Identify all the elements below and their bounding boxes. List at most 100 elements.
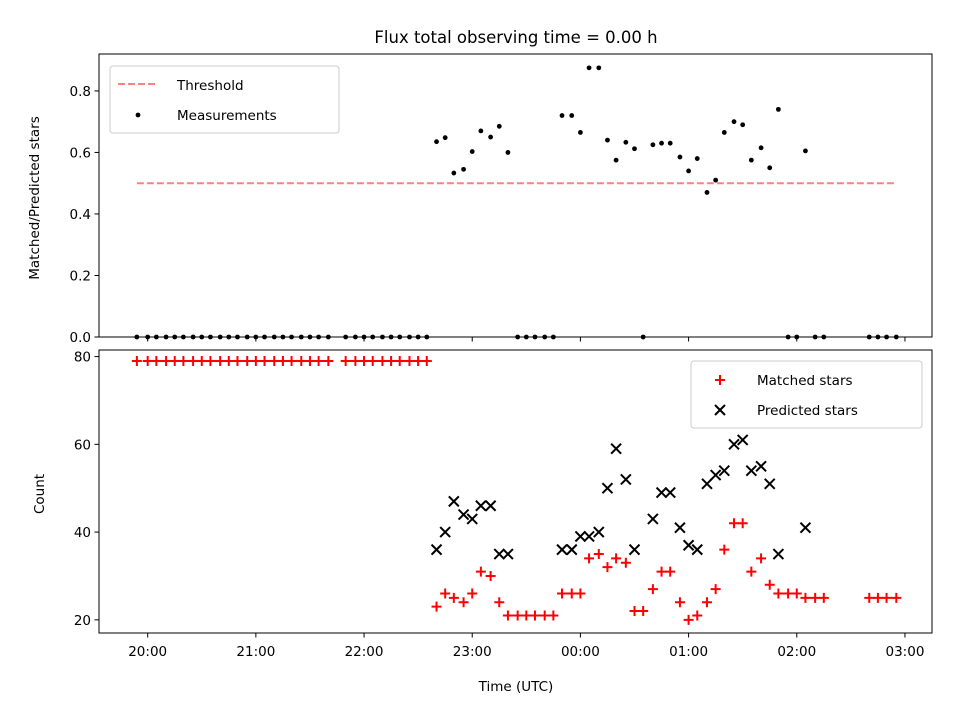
measurement-point bbox=[731, 119, 737, 125]
matched-point bbox=[277, 355, 288, 366]
measurement-point bbox=[523, 334, 529, 340]
predicted-point bbox=[682, 539, 695, 551]
matched-point bbox=[620, 557, 631, 568]
measurement-point bbox=[172, 334, 178, 340]
matched-point bbox=[665, 566, 676, 577]
predicted-point bbox=[647, 513, 659, 525]
measurement-point bbox=[713, 177, 719, 183]
predicted-point bbox=[655, 486, 668, 499]
xtick-label: 01:00 bbox=[669, 644, 708, 660]
measurement-point bbox=[505, 150, 511, 155]
matched-point bbox=[729, 518, 740, 529]
measurement-point bbox=[775, 106, 781, 112]
measurement-point bbox=[515, 334, 521, 340]
top-legend: Threshold Measurements bbox=[109, 65, 340, 134]
measurement-point bbox=[208, 334, 213, 340]
predicted-point bbox=[610, 443, 622, 455]
measurement-point bbox=[163, 334, 169, 340]
matched-point bbox=[205, 355, 216, 366]
measurement-point bbox=[632, 146, 637, 152]
matched-point bbox=[313, 355, 324, 366]
predicted-point bbox=[701, 478, 713, 490]
measurement-point bbox=[145, 334, 151, 340]
matched-point bbox=[818, 592, 829, 603]
legend-predicted-swatch bbox=[714, 404, 726, 416]
matched-point bbox=[575, 588, 586, 599]
measurement-point bbox=[875, 334, 881, 340]
measurement-point bbox=[217, 334, 223, 340]
measurement-point bbox=[325, 334, 331, 340]
measurement-point bbox=[596, 65, 602, 71]
measurement-point bbox=[280, 334, 286, 340]
legend-matched-label: Matched stars bbox=[757, 373, 853, 389]
measurement-point bbox=[677, 154, 683, 160]
top-ytick-label: 0.8 bbox=[70, 84, 91, 100]
measurement-point bbox=[226, 334, 232, 340]
predicted-point bbox=[674, 521, 686, 534]
xtick-label: 02:00 bbox=[777, 644, 816, 660]
measurement-point bbox=[298, 334, 304, 340]
measurement-point bbox=[415, 334, 421, 340]
matched-point bbox=[448, 592, 459, 603]
predicted-point bbox=[439, 526, 451, 538]
matched-point bbox=[529, 610, 540, 621]
matched-point bbox=[131, 355, 142, 366]
measurement-point bbox=[812, 334, 818, 340]
predicted-point bbox=[718, 464, 730, 477]
matched-point bbox=[269, 355, 280, 366]
measurement-point bbox=[803, 148, 808, 154]
matched-point bbox=[467, 588, 478, 599]
predicted-point bbox=[664, 486, 676, 499]
matched-point bbox=[215, 355, 226, 366]
predicted-point bbox=[691, 543, 703, 556]
top-ytick-label: 0.6 bbox=[70, 145, 91, 161]
measurement-point bbox=[785, 334, 791, 340]
measurement-point bbox=[134, 334, 140, 340]
matched-point bbox=[359, 355, 370, 366]
predicted-point bbox=[628, 543, 641, 556]
predicted-point bbox=[764, 478, 776, 490]
predicted-point bbox=[755, 460, 767, 472]
matched-point bbox=[638, 606, 649, 617]
measurement-point bbox=[542, 334, 548, 340]
matched-point bbox=[602, 562, 613, 573]
matched-point bbox=[188, 355, 199, 366]
matched-point bbox=[872, 592, 883, 603]
predicted-point bbox=[493, 548, 505, 560]
measurement-point bbox=[478, 128, 484, 134]
matched-point bbox=[475, 566, 486, 577]
measurement-point bbox=[271, 334, 277, 340]
matched-point bbox=[494, 597, 505, 608]
matched-point bbox=[386, 355, 397, 366]
predicted-point bbox=[745, 464, 758, 477]
matched-point bbox=[557, 588, 568, 599]
predicted-point bbox=[736, 434, 749, 446]
measurement-point bbox=[748, 157, 754, 163]
measurement-point bbox=[586, 65, 592, 71]
bottom-ytick-label: 80 bbox=[74, 350, 91, 366]
matched-point bbox=[701, 597, 712, 608]
measurement-point bbox=[180, 334, 186, 340]
predicted-point bbox=[799, 521, 812, 534]
predicted-point bbox=[772, 548, 785, 560]
matched-point bbox=[196, 355, 207, 366]
matched-point bbox=[791, 588, 802, 599]
matched-point bbox=[223, 355, 234, 366]
predicted-point bbox=[448, 495, 460, 508]
matched-point bbox=[286, 355, 297, 366]
bottom-panel: 20 40 60 80 20:00 21:00 22:00 23:00 00:00 01:00 02… bbox=[74, 349, 933, 660]
measurement-point bbox=[361, 334, 367, 340]
measurement-point bbox=[694, 156, 700, 161]
x-axis-label: Time (UTC) bbox=[478, 679, 554, 695]
measurement-point bbox=[469, 149, 475, 154]
matched-point bbox=[178, 355, 189, 366]
top-legend-frame bbox=[109, 65, 340, 134]
matched-point bbox=[350, 355, 361, 366]
matched-point bbox=[458, 597, 469, 608]
measurement-point bbox=[740, 122, 746, 128]
matched-point bbox=[864, 592, 875, 603]
measurement-point bbox=[721, 130, 727, 135]
bottom-ytick-label: 40 bbox=[74, 525, 91, 541]
bottom-legend-frame bbox=[690, 360, 923, 429]
